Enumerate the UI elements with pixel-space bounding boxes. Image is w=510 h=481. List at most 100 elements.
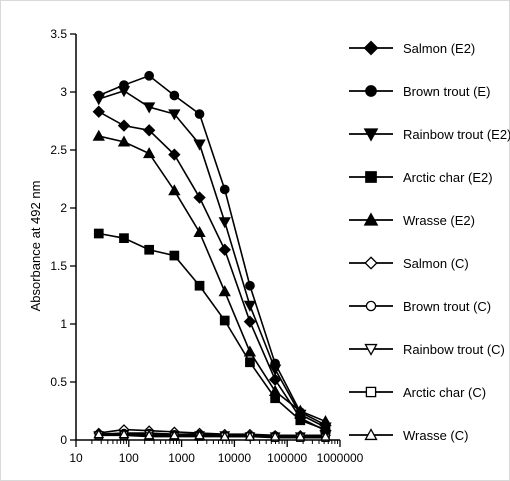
data-point — [193, 225, 206, 238]
data-point — [117, 135, 131, 147]
data-point — [295, 415, 306, 426]
series-line — [98, 111, 326, 432]
legend: Salmon (E2) Brown trout (E) Rainbow trout … — [349, 40, 510, 443]
series-3 — [92, 86, 332, 434]
y-tick-label: 0.5 — [50, 375, 67, 389]
data-point — [143, 147, 156, 159]
data-point — [118, 428, 130, 439]
data-point — [93, 428, 105, 439]
legend-item: Wrasse (C) — [349, 428, 468, 443]
y-tick-label: 2 — [60, 201, 67, 215]
data-point — [219, 430, 231, 441]
series-layer — [92, 70, 332, 443]
legend-item: Wrasse (E2) — [349, 212, 475, 228]
y-tick-label: 3 — [60, 85, 67, 99]
data-point — [268, 384, 282, 396]
data-point — [243, 345, 257, 357]
x-tick-label: 10 — [69, 451, 83, 465]
legend-label: Rainbow trout (E2) — [403, 127, 510, 142]
data-point — [92, 105, 105, 118]
legend-marker — [364, 256, 378, 270]
data-point — [117, 119, 131, 132]
legend-label: Brown trout (E) — [403, 84, 490, 99]
legend-label: Wrasse (E2) — [403, 213, 475, 228]
y-tick-label: 1 — [60, 317, 67, 331]
series-line — [98, 433, 326, 438]
data-point — [268, 364, 282, 376]
legend-marker — [363, 40, 379, 56]
series-10 — [93, 428, 331, 441]
data-point — [169, 90, 180, 101]
data-point — [119, 233, 129, 244]
y-tick-label: 3.5 — [50, 27, 67, 41]
legend-item: Brown trout (E) — [349, 84, 490, 99]
axes: 0 0.5 1 1.5 2 2.5 3 3.5 10 100 1000 10000 100000 1000… — [50, 27, 363, 465]
x-tick-label: 100 — [119, 451, 139, 465]
data-point — [194, 109, 205, 119]
data-point — [294, 430, 306, 441]
y-tick-label: 0 — [60, 433, 67, 447]
data-point — [243, 315, 257, 328]
data-point — [144, 70, 155, 81]
data-point — [168, 429, 180, 440]
y-tick-label: 1.5 — [50, 259, 67, 273]
data-point — [168, 184, 181, 196]
series-line — [98, 232, 326, 431]
legend-item: Salmon (E2) — [349, 40, 475, 56]
legend-label: Arctic char (E2) — [403, 170, 493, 185]
x-tick-label: 1000 — [168, 451, 195, 465]
x-tick-label: 10000 — [218, 451, 252, 465]
series-5 — [92, 129, 332, 427]
data-point — [117, 86, 131, 98]
data-point — [218, 285, 231, 297]
data-point — [243, 300, 257, 312]
data-point — [92, 129, 105, 141]
data-point — [93, 228, 104, 239]
data-point — [245, 357, 255, 368]
y-axis-title: Absorbance at 492 nm — [28, 181, 43, 312]
x-tick-label: 1000000 — [317, 451, 364, 465]
legend-label: Arctic char (C) — [403, 385, 486, 400]
data-point — [219, 184, 230, 195]
data-point — [245, 280, 255, 291]
legend-marker — [363, 128, 379, 142]
legend-marker — [363, 212, 379, 226]
legend-marker — [365, 171, 377, 183]
legend-marker — [365, 85, 377, 97]
series-line — [98, 135, 326, 423]
legend-label: Salmon (E2) — [403, 41, 475, 56]
legend-item: Brown trout (C) — [349, 299, 491, 314]
data-point — [319, 415, 332, 427]
data-point — [194, 280, 205, 291]
data-point — [320, 430, 331, 441]
data-point — [218, 217, 231, 229]
legend-marker — [365, 386, 377, 398]
legend-label: Salmon (C) — [403, 256, 469, 271]
data-point — [143, 429, 155, 440]
legend-label: Rainbow trout (C) — [403, 342, 505, 357]
series-line — [98, 74, 326, 426]
data-point — [219, 315, 230, 326]
data-point — [143, 102, 156, 114]
legend-label: Wrasse (C) — [403, 428, 468, 443]
data-point — [193, 139, 206, 151]
y-tick-label: 2.5 — [50, 143, 67, 157]
data-point — [294, 404, 307, 416]
data-point — [218, 243, 231, 256]
data-point — [169, 250, 180, 261]
legend-item: Rainbow trout (E2) — [349, 127, 510, 142]
data-point — [193, 191, 206, 204]
data-point — [144, 244, 155, 255]
legend-marker — [365, 300, 377, 312]
legend-marker — [364, 343, 378, 356]
data-point — [92, 94, 105, 106]
data-point — [142, 124, 156, 137]
legend-label: Brown trout (C) — [403, 299, 491, 314]
series-line — [98, 89, 326, 428]
legend-marker — [364, 428, 378, 441]
series-2 — [93, 70, 331, 430]
data-point — [168, 109, 181, 121]
series-1 — [92, 105, 332, 437]
